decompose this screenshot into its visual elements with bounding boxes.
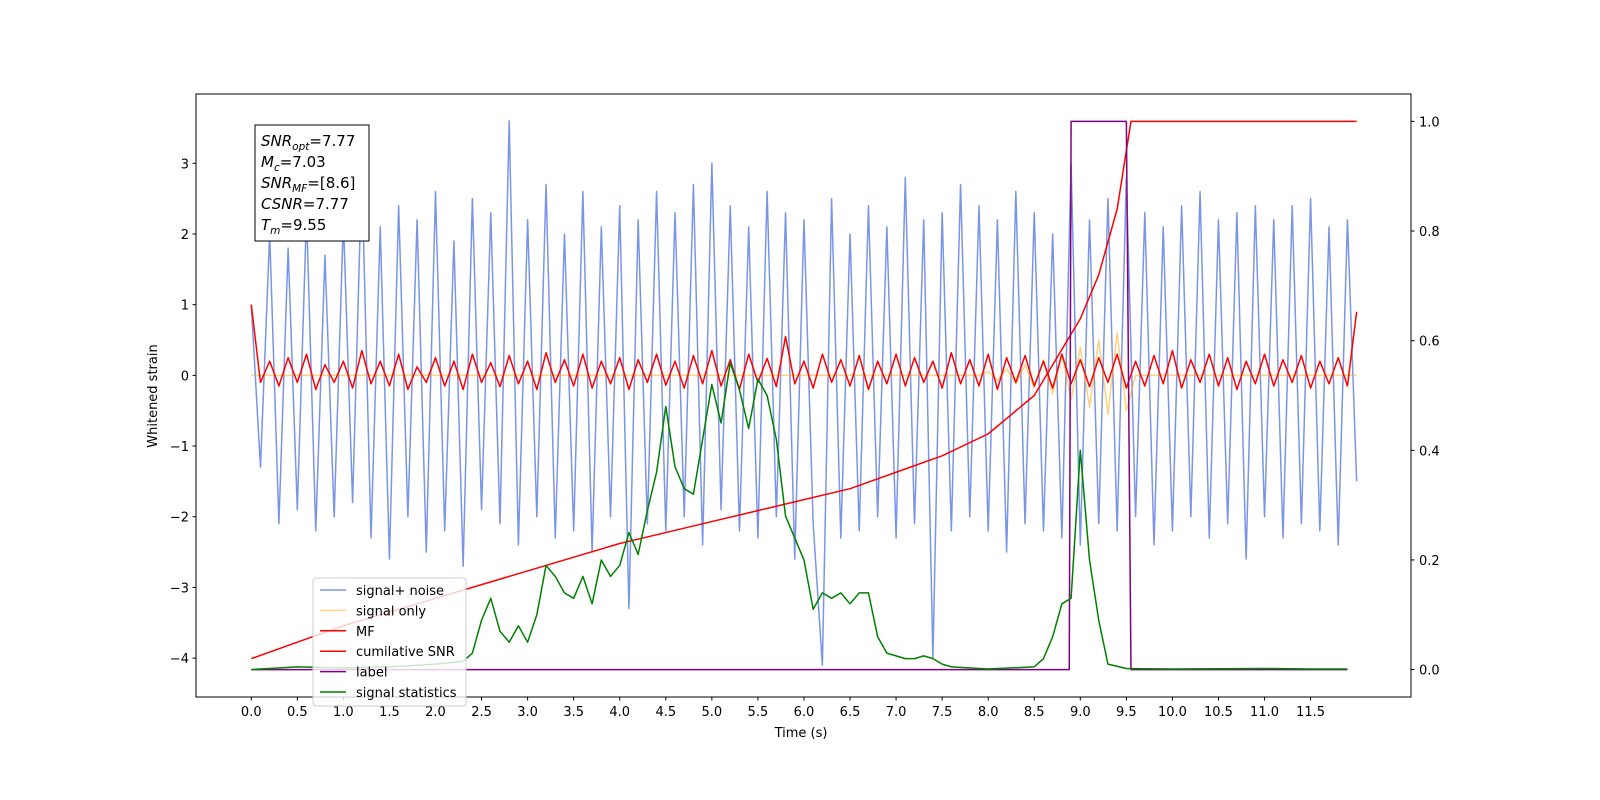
y2-tick-label: 1.0	[1419, 115, 1440, 130]
legend-label: label	[356, 666, 387, 681]
y-tick-label: −2	[170, 511, 189, 526]
x-axis-label: Time (s)	[774, 726, 828, 741]
x-tick-label: 9.5	[1116, 705, 1137, 720]
y-tick-label: 1	[181, 299, 189, 314]
legend-label: signal+ noise	[356, 584, 444, 599]
annotation-box: SNRopt=7.77Mc=7.03SNRMF=[8.6]CSNR=7.77Tm…	[254, 124, 370, 242]
annotation-subscript: opt	[292, 141, 310, 153]
x-tick-label: 9.0	[1070, 705, 1091, 720]
annotation-symbol: T	[261, 216, 272, 234]
legend: signal+ noise signal only MF cumilative SNR…	[312, 577, 467, 707]
annotation-subscript: MF	[292, 183, 308, 195]
annotation-value: =[8.6]	[307, 174, 355, 192]
x-tick-label: 2.0	[425, 705, 446, 720]
y-tick-label: 3	[181, 157, 189, 172]
y2-tick-label: 0.4	[1419, 444, 1440, 459]
y-tick-label: 2	[181, 228, 189, 243]
annotation-frame	[254, 124, 370, 242]
y2-tick-label: 0.2	[1419, 554, 1440, 569]
annotation-symbol: SNR	[261, 132, 292, 150]
y-axis-label: Whitened strain	[146, 344, 161, 447]
y2-tick-label: 0.0	[1419, 664, 1440, 679]
x-tick-label: 0.5	[287, 705, 308, 720]
annotation-line: Mc=7.03	[261, 153, 326, 174]
x-tick-label: 7.5	[932, 705, 953, 720]
x-tick-label: 6.5	[840, 705, 861, 720]
x-tick-label: 5.0	[702, 705, 723, 720]
annotation-line: SNRMF=[8.6]	[261, 174, 355, 195]
annotation-subscript: c	[274, 162, 280, 174]
legend-frame	[312, 577, 467, 707]
y2-tick-label: 0.6	[1419, 335, 1440, 350]
annotation-line: CSNR=7.77	[261, 195, 349, 213]
x-tick-label: 2.5	[471, 705, 492, 720]
x-tick-label: 6.0	[794, 705, 815, 720]
annotation-value: =7.77	[309, 132, 355, 150]
y2-tick-label: 0.8	[1419, 225, 1440, 240]
legend-label: signal only	[356, 604, 426, 619]
x-tick-label: 7.0	[886, 705, 907, 720]
annotation-value: =9.55	[280, 216, 326, 234]
y-tick-label: −1	[170, 440, 189, 455]
x-tick-label: 5.5	[748, 705, 769, 720]
legend-label: signal statistics	[356, 686, 457, 701]
legend-label: MF	[356, 625, 375, 640]
x-tick-label: 10.0	[1158, 705, 1187, 720]
x-tick-label: 8.0	[978, 705, 999, 720]
series-line	[250, 304, 1358, 391]
x-tick-label: 10.5	[1204, 705, 1233, 720]
series-line	[250, 120, 1358, 666]
x-tick-label: 3.0	[517, 705, 538, 720]
y-tick-label: 0	[181, 369, 189, 384]
annotation-value: =7.03	[280, 153, 326, 171]
annotation-value: =7.77	[303, 195, 349, 213]
x-tick-label: 1.5	[379, 705, 400, 720]
annotation-symbol: M	[261, 153, 274, 171]
x-tick-label: 1.0	[333, 705, 354, 720]
series-line	[251, 361, 1348, 671]
y-tick-label: −3	[170, 581, 189, 596]
annotation-symbol: SNR	[261, 174, 292, 192]
series-line	[251, 332, 1357, 415]
x-tick-label: 0.0	[241, 705, 262, 720]
x-tick-label: 3.5	[563, 705, 584, 720]
x-tick-label: 4.0	[609, 705, 630, 720]
x-tick-label: 4.5	[655, 705, 676, 720]
x-tick-label: 11.0	[1250, 705, 1279, 720]
annotation-line: SNRopt=7.77	[261, 132, 355, 153]
annotation-symbol: CSNR	[261, 195, 303, 213]
y-tick-label: −4	[170, 652, 189, 667]
annotation-line: Tm=9.55	[261, 216, 326, 237]
x-tick-label: 11.5	[1296, 705, 1325, 720]
annotation-subscript: m	[270, 225, 280, 237]
x-tick-label: 8.5	[1024, 705, 1045, 720]
legend-label: cumilative SNR	[356, 645, 455, 660]
